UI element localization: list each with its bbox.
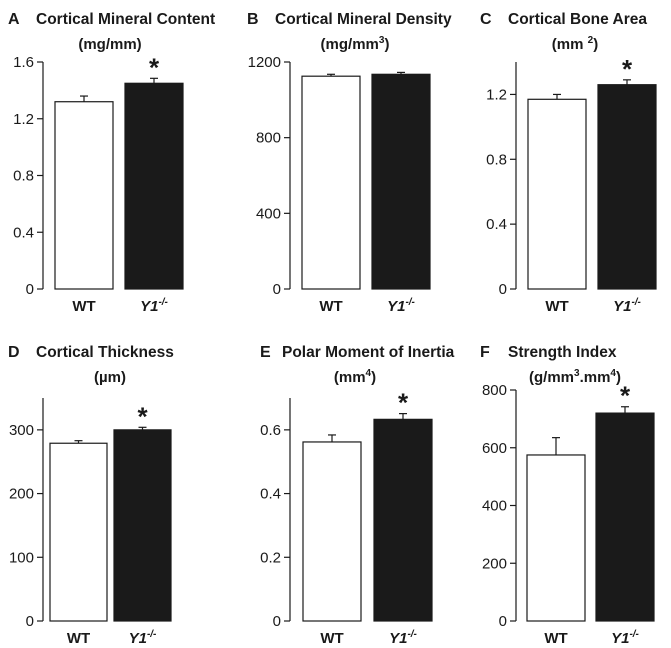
y-tick-label: 0.8: [486, 151, 507, 168]
bar-wt: [526, 454, 586, 622]
significance-star: *: [149, 52, 160, 82]
bar-y1: [113, 429, 172, 622]
panel-letter: D: [8, 344, 20, 361]
category-label: WT: [545, 298, 568, 315]
panel-e: E Polar Moment of Inertia (mm4) 0 0.2 0.4 0.6 W…: [260, 344, 455, 647]
y-tick-label: 0: [26, 613, 34, 630]
y-tick-label: 800: [256, 130, 281, 147]
significance-star: *: [622, 54, 633, 84]
y-tick-label: 0.4: [260, 486, 281, 503]
y-tick-label: 0: [26, 281, 34, 298]
y-tick-label: 1200: [248, 54, 281, 71]
panel-unit: (mg/mm3): [321, 35, 390, 53]
y-tick-label: 0.8: [13, 168, 34, 185]
category-label: Y1-/-: [389, 629, 417, 647]
y-tick-label: 0.4: [486, 216, 507, 233]
y-tick-label: 400: [482, 498, 507, 515]
category-label: WT: [319, 298, 342, 315]
bar-y1: [371, 73, 431, 290]
significance-star: *: [137, 401, 148, 431]
panel-letter: B: [247, 11, 259, 28]
significance-star: *: [620, 381, 631, 411]
panel-title: Polar Moment of Inertia: [282, 344, 455, 361]
bar-wt: [49, 442, 108, 622]
significance-star: *: [398, 388, 409, 418]
panel-title: Strength Index: [508, 344, 617, 361]
y-tick-label: 1.6: [13, 54, 34, 71]
y-tick-label: 1.2: [486, 86, 507, 103]
panel-unit: (g/mm3.mm4): [529, 368, 621, 386]
panel-letter: E: [260, 344, 271, 361]
category-label: Y1-/-: [611, 629, 639, 647]
category-label: WT: [544, 630, 567, 647]
y-tick-label: 1.2: [13, 111, 34, 128]
bar-y1: [373, 418, 433, 622]
y-tick-label: 300: [9, 422, 34, 439]
y-tick-label: 0: [499, 281, 507, 298]
category-label: WT: [67, 630, 90, 647]
bar-wt: [527, 98, 587, 290]
panel-letter: F: [480, 344, 490, 361]
y-tick-label: 0.4: [13, 224, 34, 241]
category-label: Y1-/-: [613, 297, 641, 315]
category-label: Y1-/-: [129, 629, 157, 647]
panel-title: Cortical Mineral Density: [275, 11, 452, 28]
panel-a: A Cortical Mineral Content (mg/mm) 0 0.4 0.8 1…: [8, 11, 215, 315]
panel-title: Cortical Thickness: [36, 344, 174, 361]
y-tick-label: 0.6: [260, 422, 281, 439]
panel-letter: A: [8, 11, 20, 28]
bar-wt: [302, 441, 362, 622]
y-tick-label: 600: [482, 440, 507, 457]
y-tick-label: 400: [256, 205, 281, 222]
panel-unit: (mg/mm): [78, 36, 141, 53]
panel-unit: (mm4): [334, 368, 376, 386]
bar-wt: [54, 101, 114, 290]
y-tick-label: 0: [499, 613, 507, 630]
category-label: Y1-/-: [140, 297, 168, 315]
bar-y1: [595, 412, 655, 622]
panel-d: D Cortical Thickness (µm) 0 100 200 300 WT * Y1-/…: [8, 344, 174, 647]
panel-title: Cortical Mineral Content: [36, 11, 215, 28]
y-tick-label: 200: [9, 486, 34, 503]
y-tick-label: 100: [9, 549, 34, 566]
y-tick-label: 0: [273, 281, 281, 298]
category-label: WT: [72, 298, 95, 315]
bar-y1: [597, 84, 657, 290]
panel-c: C Cortical Bone Area (mm 2) 0 0.4 0.8 1.2 WT * Y1…: [480, 11, 657, 315]
panel-b: B Cortical Mineral Density (mg/mm3) 0 400 800…: [247, 11, 452, 315]
y-tick-label: 800: [482, 382, 507, 399]
bar-wt: [301, 75, 361, 290]
panel-unit: (mm 2): [552, 35, 598, 53]
panel-letter: C: [480, 11, 492, 28]
bar-y1: [124, 82, 184, 290]
panel-title: Cortical Bone Area: [508, 11, 647, 28]
category-label: Y1-/-: [387, 297, 415, 315]
panel-unit: (µm): [94, 369, 126, 386]
y-tick-label: 0.2: [260, 549, 281, 566]
y-tick-label: 0: [273, 613, 281, 630]
panel-f: F Strength Index (g/mm3.mm4) 0 200 400 600 800 W…: [480, 344, 655, 647]
y-tick-label: 200: [482, 555, 507, 572]
category-label: WT: [320, 630, 343, 647]
